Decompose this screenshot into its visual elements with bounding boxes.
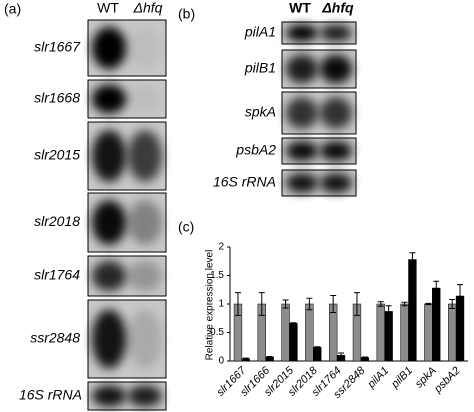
band [319, 173, 353, 193]
bar [384, 311, 393, 362]
error-bar [425, 302, 432, 306]
band [319, 24, 353, 42]
error-bar [266, 355, 273, 359]
band [91, 130, 127, 182]
bar [408, 259, 417, 362]
band [127, 200, 163, 245]
column-header: WT [289, 0, 311, 16]
band [91, 260, 127, 292]
row-label: slr1667 [34, 39, 81, 55]
row-label: ssr2848 [30, 330, 80, 346]
error-bar [377, 301, 384, 307]
band [319, 54, 353, 84]
band [91, 200, 127, 245]
error-bar [290, 322, 297, 325]
band [91, 26, 127, 70]
band [91, 84, 127, 114]
band [91, 309, 127, 369]
panel-label: (a) [4, 1, 21, 17]
row-label: slr1668 [34, 90, 80, 106]
band [285, 97, 319, 129]
row-label: 16S rRNA [19, 387, 82, 403]
band [285, 24, 319, 42]
band [127, 26, 163, 70]
error-bar [449, 298, 456, 310]
column-header: Δhfq [321, 0, 354, 16]
y-tick-label: 1.5 [210, 270, 224, 281]
column-header: Δhfq [133, 0, 163, 16]
error-bar [457, 284, 464, 308]
panel-label: (b) [178, 6, 195, 22]
band [319, 97, 353, 129]
bar [432, 287, 441, 362]
error-bar [338, 352, 345, 359]
x-tick-label: pilA1 [365, 365, 391, 391]
bar [424, 303, 433, 362]
band [127, 84, 163, 114]
x-tick-label: psbA2 [431, 365, 462, 396]
bar [447, 303, 457, 362]
panel-label: (c) [178, 219, 194, 235]
y-tick-label: 0 [218, 356, 224, 367]
error-bar [353, 292, 360, 316]
row-label: slr1764 [34, 267, 80, 283]
row-label: pilA1 [244, 24, 276, 40]
x-tick-label: pilB1 [389, 365, 415, 391]
row-label: pilB1 [244, 60, 276, 76]
bar [281, 303, 290, 362]
y-tick-label: 1 [218, 299, 224, 310]
error-bar [409, 252, 416, 267]
column-header: WT [97, 0, 119, 16]
band [319, 141, 353, 161]
bar [305, 303, 314, 362]
band [285, 141, 319, 161]
error-bar [306, 297, 313, 311]
band [127, 385, 163, 407]
bar [313, 347, 322, 362]
y-tick-label: 2 [218, 242, 224, 253]
error-bar [242, 357, 249, 360]
error-bar [401, 301, 408, 307]
error-bar [330, 294, 337, 314]
error-bar [258, 292, 265, 316]
row-label: slr2018 [34, 213, 80, 229]
band [285, 54, 319, 84]
band [127, 309, 163, 369]
row-label: spkA [245, 104, 276, 120]
band [127, 260, 163, 292]
bar [400, 303, 409, 362]
error-bar [361, 356, 368, 359]
error-bar [234, 292, 241, 316]
bar [376, 303, 385, 362]
row-label: 16S rRNA [213, 174, 276, 190]
row-label: slr2015 [34, 147, 80, 163]
error-bar [385, 305, 392, 318]
band [285, 173, 319, 193]
error-bar [433, 280, 440, 296]
error-bar [314, 346, 321, 349]
band [91, 385, 127, 407]
band [127, 130, 163, 182]
y-tick-label: 0.5 [210, 327, 224, 338]
row-label: psbA2 [235, 142, 276, 158]
bar [289, 323, 298, 362]
y-axis-label: Relative expression level [205, 250, 216, 361]
error-bar [282, 299, 289, 309]
